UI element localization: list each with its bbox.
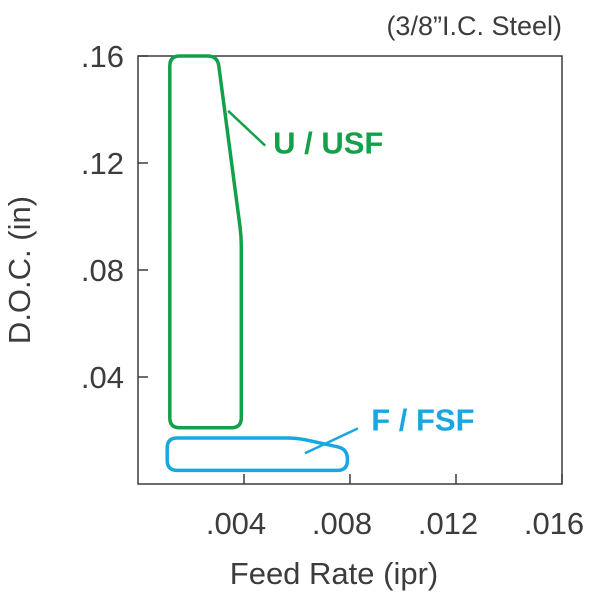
chart-subtitle: (3/8”I.C. Steel): [386, 11, 562, 41]
region-u-usf-leader: [227, 109, 267, 147]
x-axis-title: Feed Rate (ipr): [230, 556, 438, 591]
y-tick-04-label: .04: [81, 360, 124, 395]
plot-frame: [137, 55, 563, 485]
y-axis-ticks: .04 .08 .12 .16: [81, 39, 148, 395]
x-tick-008-label: .008: [312, 506, 372, 541]
y-tick-16-label: .16: [81, 39, 124, 74]
y-tick-12-label: .12: [81, 146, 124, 181]
x-tick-016-label: .016: [524, 506, 584, 541]
x-tick-004-label: .004: [206, 506, 266, 541]
x-axis-ticks: .004 .008 .012 .016: [206, 474, 584, 541]
x-tick-012-label: .012: [418, 506, 478, 541]
region-f-fsf-leader: [304, 427, 359, 455]
region-u-usf-label: U / USF: [273, 126, 383, 161]
chart-regions: U / USF F / FSF: [165, 54, 475, 473]
y-axis-title: D.O.C. (in): [2, 196, 37, 344]
region-u-usf: [168, 54, 244, 430]
region-f-fsf-label: F / FSF: [371, 403, 474, 438]
y-tick-08-label: .08: [81, 253, 124, 288]
region-f-fsf: [165, 436, 350, 473]
